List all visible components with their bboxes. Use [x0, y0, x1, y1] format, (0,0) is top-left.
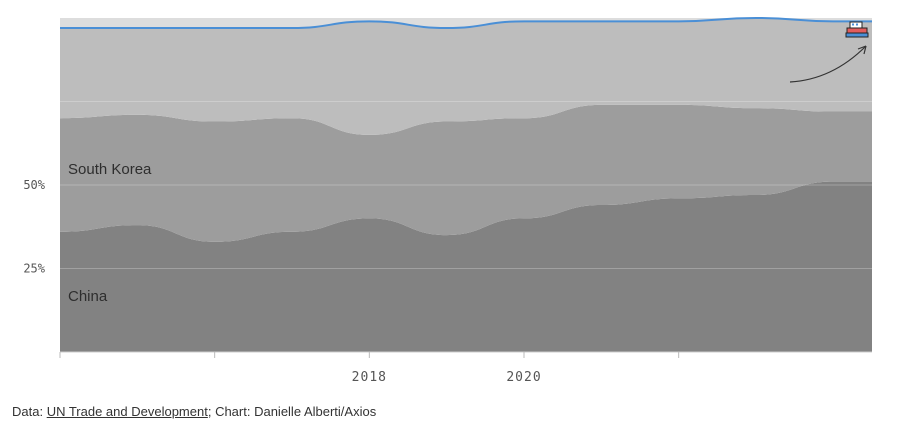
- ship-icon: [845, 21, 869, 38]
- x-tick-label: 2018: [352, 370, 387, 385]
- area-series-0: [60, 181, 872, 352]
- stacked-areas: [60, 18, 872, 352]
- area-series-2: [60, 18, 872, 135]
- y-tick-label: 25%: [23, 262, 45, 276]
- area-series-1: [60, 104, 872, 242]
- chart: 25% 50% 2018 2020 South Korea China: [23, 16, 885, 385]
- highlight-line: [59, 16, 872, 30]
- label-china: China: [68, 288, 108, 305]
- footer-prefix: Data:: [12, 404, 47, 419]
- x-axis: 2018 2020: [59, 351, 872, 385]
- footer-suffix: ; Chart: Danielle Alberti/Axios: [207, 404, 377, 419]
- y-tick-label: 50%: [23, 178, 45, 192]
- source-footer: Data: UN Trade and Development; Chart: D…: [12, 404, 376, 419]
- x-tick-label: 2020: [506, 370, 541, 385]
- gridlines: [60, 101, 885, 269]
- source-link[interactable]: UN Trade and Development: [46, 404, 208, 419]
- arrow-annotation: [789, 45, 867, 83]
- highlight-line-path: [59, 16, 872, 30]
- label-south-korea: South Korea: [68, 161, 152, 178]
- y-axis: 25% 50%: [23, 178, 45, 276]
